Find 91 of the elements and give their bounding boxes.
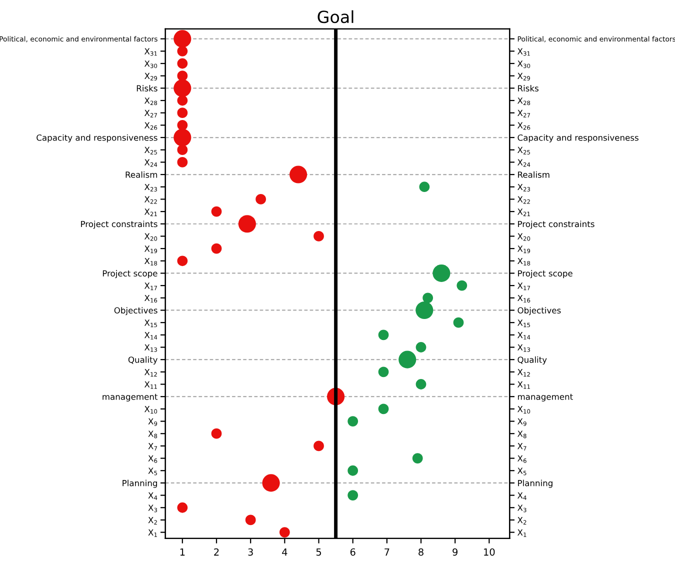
x-tick-label: 7 [384,548,390,556]
y-tick-label: X$_{10}$ [144,406,158,414]
category-label: X$_{23}$ [518,184,530,192]
text: Planning [518,480,552,488]
category-label: X$_{15}$ [518,320,530,328]
y-tick-label: X$_{21}$ [144,208,157,216]
y-tick-label: X$_{30}$ [144,60,158,68]
y-tick-label: X$_{23}$ [144,184,157,192]
category-label: X$_{30}$ [518,60,530,68]
category-label: X$_{13}$ [518,344,530,352]
y-tick-label: X$_{15}$ [144,320,157,328]
y-tick-label: Project scope [102,270,158,278]
x-tick-label: 8 [418,548,424,556]
category-label: X$_{19}$ [518,246,530,254]
text: Project scope [518,270,572,278]
text: Realism [518,171,550,178]
y-tick-label: X$_{17}$ [144,282,157,290]
category-label: X$_{5}$ [518,468,526,476]
y-tick-label: X$_{2}$ [148,517,157,524]
category-label: X$_{8}$ [518,430,526,438]
text: Capacity and responsiveness [518,134,638,142]
y-tick-label: X$_{24}$ [144,159,158,167]
y-tick-label: X$_{8}$ [148,430,158,438]
x-tick-label: 6 [350,548,356,556]
y-tick-label: X$_{5}$ [148,468,157,476]
y-tick-label: X$_{22}$ [144,196,157,204]
y-tick-label: Quality [128,356,158,364]
y-tick-label: Planning [122,480,157,488]
category-label: X$_{3}$ [518,504,526,512]
y-tick-label: X$_{29}$ [144,72,158,80]
y-tick-label: X$_{9}$ [148,418,158,426]
category-label: X$_{16}$ [518,294,530,303]
y-tick-label: X$_{28}$ [144,98,158,106]
y-tick-label: Risks [136,85,158,92]
y-tick-label: Capacity and responsiveness [36,134,158,142]
x-tick-label: 1 [180,548,185,556]
y-tick-label: X$_{4}$ [148,492,158,500]
y-tick-label: X$_{18}$ [144,258,158,266]
y-tick-label: X$_{25}$ [144,146,157,154]
y-tick-label: X$_{11}$ [144,381,157,389]
category-label: X$_{25}$ [518,146,530,154]
y-tick-label: X$_{31}$ [144,48,157,56]
x-tick-label: 3 [248,548,253,556]
y-tick-label: X$_{1}$ [148,529,157,537]
category-label: X$_{21}$ [518,208,530,216]
y-tick-label: X$_{20}$ [144,233,158,241]
x-tick-label: 5 [316,548,321,556]
ref-line-label: Goal [318,10,354,24]
category-label: X$_{31}$ [518,48,530,56]
y-tick-label: X$_{14}$ [144,332,158,340]
category-label: X$_{27}$ [518,110,530,118]
y-tick-label: X$_{13}$ [144,344,157,352]
y-tick-label: X$_{19}$ [144,246,158,254]
category-label: X$_{4}$ [518,492,526,500]
y-tick-label: X$_{12}$ [144,369,157,376]
category-label: X$_{20}$ [518,233,530,241]
category-label: X$_{12}$ [518,369,530,376]
category-label: X$_{29}$ [518,72,530,80]
y-tick-label: Objectives [114,307,158,316]
y-tick-label: X$_{26}$ [144,122,158,130]
category-label: X$_{11}$ [518,381,530,389]
text: Quality [518,356,547,364]
y-tick-label: X$_{16}$ [144,294,158,303]
category-label: X$_{22}$ [518,196,530,204]
category-label: X$_{18}$ [518,258,530,266]
y-tick-label: management [102,394,158,402]
category-label: X$_{1}$ [518,529,526,537]
y-tick-label: X$_{6}$ [148,455,158,463]
category-label: X$_{14}$ [518,332,530,340]
category-label: X$_{6}$ [518,455,526,463]
x-tick-label: 10 [484,548,495,556]
x-tick-label: 9 [452,548,458,556]
x-tick-label: 4 [282,548,288,556]
x-tick-label: 2 [214,548,219,556]
text: Risks [518,85,538,92]
text: Project constraints [518,220,594,229]
y-tick-label: Project constraints [81,220,158,229]
category-label: X$_{17}$ [518,282,530,290]
y-tick-label: Realism [126,171,158,178]
category-label: X$_{28}$ [518,98,530,106]
category-label: X$_{24}$ [518,159,530,167]
y-tick-label: X$_{7}$ [148,443,157,450]
category-label: X$_{7}$ [518,443,526,450]
category-label: X$_{10}$ [518,406,530,414]
y-tick-label: X$_{3}$ [148,504,158,512]
text: Objectives [518,307,561,316]
category-label: X$_{9}$ [518,418,526,426]
text: management [518,394,573,402]
category-label: X$_{26}$ [518,122,530,130]
category-label: X$_{2}$ [518,517,526,524]
y-tick-label: X$_{27}$ [144,110,157,118]
